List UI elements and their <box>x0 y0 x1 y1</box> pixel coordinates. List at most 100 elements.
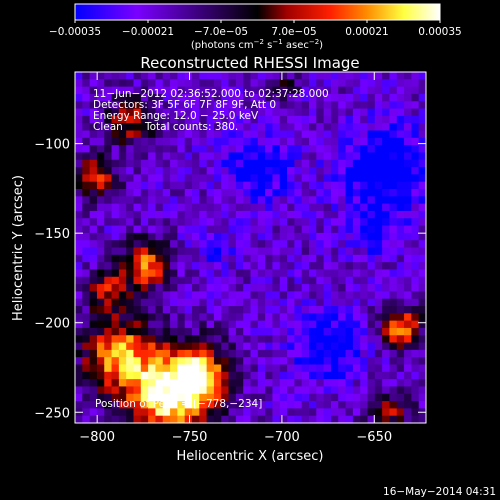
heatmap-cell <box>411 415 420 423</box>
heatmap-cell <box>404 189 412 197</box>
heatmap-cell <box>316 115 325 124</box>
heatmap-cell <box>287 174 295 183</box>
heatmap-cell <box>213 371 222 380</box>
heatmap-cell <box>294 108 303 117</box>
heatmap-cell <box>111 108 120 117</box>
heatmap-cell <box>374 298 383 307</box>
heatmap-cell <box>243 174 251 183</box>
heatmap-cell <box>418 327 426 336</box>
heatmap-cell <box>75 123 83 131</box>
heatmap-cell <box>382 342 390 351</box>
heatmap-cell <box>382 145 390 153</box>
heatmap-cell <box>316 225 325 234</box>
heatmap-cell <box>118 123 127 131</box>
heatmap-cell <box>228 313 237 322</box>
heatmap-cell <box>316 93 325 102</box>
heatmap-cell <box>352 262 361 270</box>
heatmap-cell <box>221 240 229 248</box>
heatmap-cell <box>221 269 229 278</box>
heatmap-cell <box>374 327 383 336</box>
heatmap-cell <box>104 123 112 131</box>
heatmap-cell <box>382 357 390 365</box>
heatmap-cell <box>184 262 193 270</box>
heatmap-cell <box>75 276 83 285</box>
heatmap-cell <box>272 101 281 109</box>
heatmap-cell <box>257 130 266 139</box>
heatmap-cell <box>96 130 105 139</box>
heatmap-cell <box>133 401 142 409</box>
heatmap-cell <box>294 276 303 285</box>
heatmap-cell <box>162 379 171 387</box>
heatmap-cell <box>75 93 83 102</box>
heatmap-cell <box>140 262 149 270</box>
heatmap-cell <box>170 349 178 358</box>
heatmap-cell <box>140 327 149 336</box>
heatmap-cell <box>184 86 193 95</box>
heatmap-cell <box>411 284 420 292</box>
heatmap-cell <box>294 415 303 423</box>
heatmap-cell <box>89 247 98 256</box>
heatmap-cell <box>75 137 83 146</box>
heatmap-cell <box>411 130 420 139</box>
heatmap-cell <box>133 189 142 197</box>
heatmap-cell <box>287 342 295 351</box>
heatmap-cell <box>309 145 317 153</box>
heatmap-cell <box>389 313 398 322</box>
heatmap-cell <box>148 393 156 402</box>
heatmap-cell <box>272 349 281 358</box>
heatmap-cell <box>104 401 112 409</box>
heatmap-cell <box>184 167 193 175</box>
heatmap-cell <box>199 174 208 183</box>
heatmap-cell <box>89 159 98 168</box>
axes: −800 −750 −700 −650−100−150−200−250 <box>34 72 426 445</box>
heatmap-cell <box>126 218 134 226</box>
heatmap-cell <box>338 393 346 402</box>
heatmap-cell <box>396 130 405 139</box>
heatmap-cell <box>301 306 310 314</box>
heatmap-cell <box>235 137 244 146</box>
heatmap-cell <box>155 189 164 197</box>
heatmap-cell <box>345 225 354 234</box>
heatmap-cell <box>323 269 332 278</box>
heatmap-cell <box>111 349 120 358</box>
heatmap-cell <box>221 357 229 365</box>
heatmap-cell <box>301 101 310 109</box>
heatmap-cell <box>82 320 91 329</box>
heatmap-cell <box>309 357 317 365</box>
heatmap-cell <box>250 189 259 197</box>
heatmap-cell <box>323 298 332 307</box>
heatmap-cell <box>104 174 112 183</box>
heatmap-cell <box>272 247 281 256</box>
heatmap-cell <box>404 313 412 322</box>
heatmap-cell <box>177 342 186 351</box>
heatmap-cell <box>382 210 390 219</box>
heatmap-cell <box>199 225 208 234</box>
heatmap-cell <box>345 284 354 292</box>
heatmap-cell <box>213 342 222 351</box>
heatmap-cell <box>257 93 266 102</box>
heatmap-cell <box>250 210 259 219</box>
heatmap-cell <box>287 247 295 256</box>
heatmap-cell <box>118 269 127 278</box>
heatmap-cell <box>184 189 193 197</box>
heatmap-cell <box>184 123 193 131</box>
heatmap-cell <box>338 240 346 248</box>
heatmap-cell <box>104 342 112 351</box>
heatmap-cell <box>345 357 354 365</box>
heatmap-cell <box>330 386 339 395</box>
heatmap-cell <box>243 101 251 109</box>
heatmap-cell <box>338 342 346 351</box>
heatmap-cell <box>360 349 368 358</box>
heatmap-cell <box>396 196 405 205</box>
heatmap-cell <box>104 364 112 373</box>
heatmap-cell <box>396 342 405 351</box>
heatmap-cell <box>140 152 149 161</box>
heatmap-cell <box>75 364 83 373</box>
plot-frame <box>74 71 427 424</box>
heatmap-cell <box>213 262 222 270</box>
heatmap-cell <box>170 364 178 373</box>
heatmap-cell <box>199 210 208 219</box>
heatmap-cell <box>243 210 251 219</box>
heatmap-cell <box>192 218 200 226</box>
heatmap-cell <box>338 101 346 109</box>
